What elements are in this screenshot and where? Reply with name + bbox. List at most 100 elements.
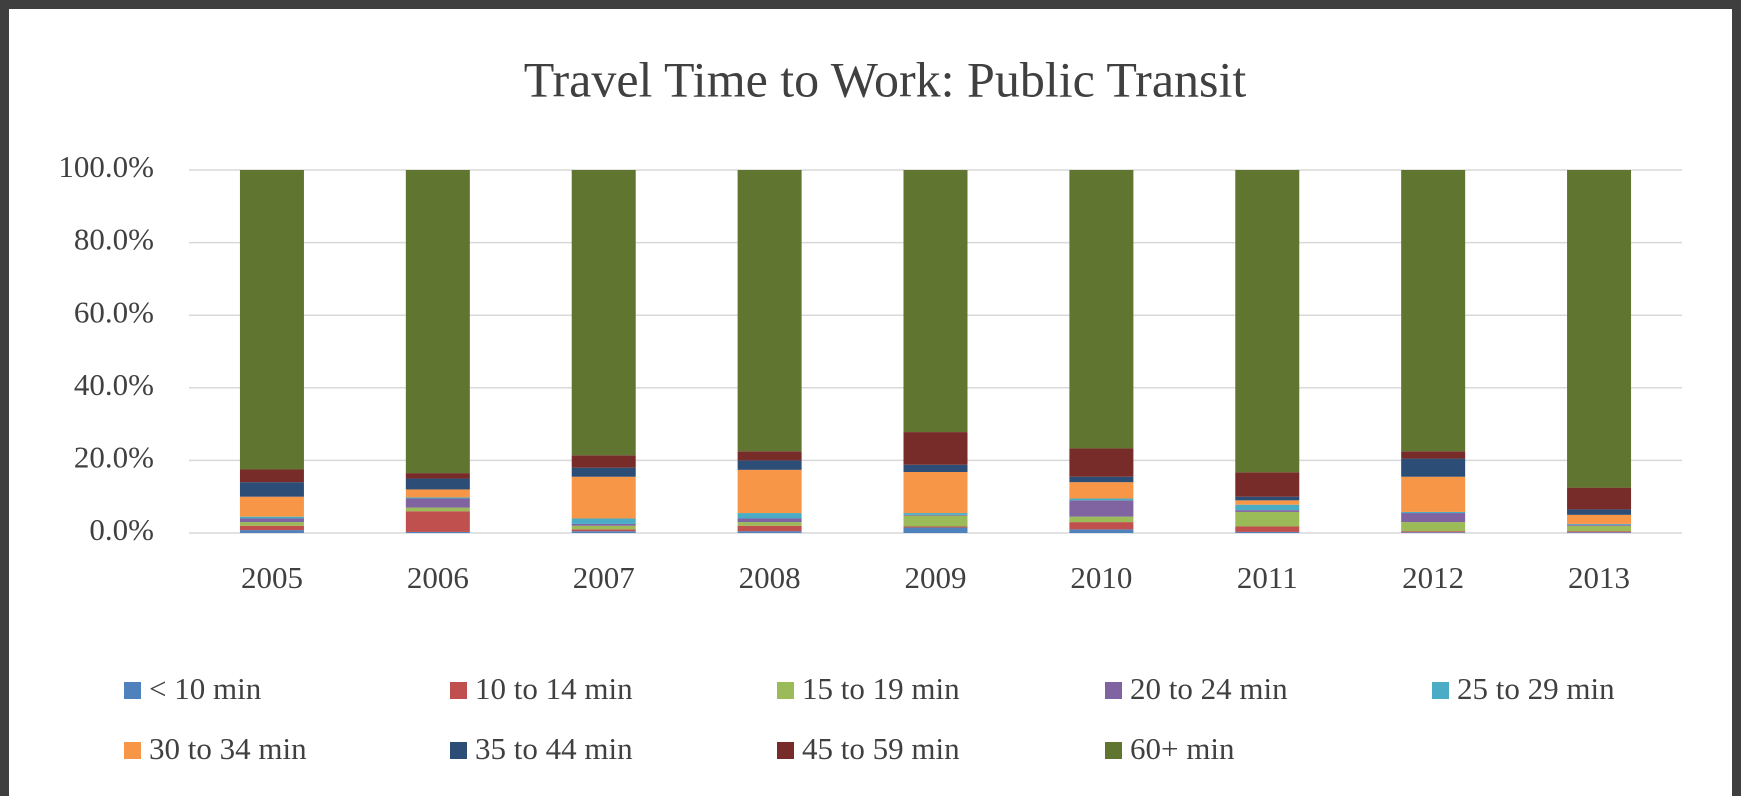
bar-segment <box>1235 531 1300 533</box>
bar-segment <box>737 451 802 461</box>
x-tick-label: 2009 <box>905 560 967 595</box>
bar-segment <box>1069 500 1134 517</box>
bar-segment <box>903 526 968 528</box>
bar-segment <box>737 522 802 526</box>
bar-segment <box>737 518 802 523</box>
bar-segment <box>903 515 968 527</box>
bar-segment <box>1235 472 1300 497</box>
y-tick-label: 0.0% <box>89 512 154 547</box>
bar-segment <box>1069 482 1134 499</box>
bar-segment <box>239 469 304 483</box>
y-tick-label: 60.0% <box>74 294 154 329</box>
bar-segment <box>1567 524 1632 526</box>
legend-label: 20 to 24 min <box>1130 671 1288 706</box>
bar-segment <box>737 513 802 519</box>
bar-segment <box>1069 448 1134 477</box>
bar-segment <box>1069 516 1134 523</box>
bar-segment <box>571 529 636 532</box>
bar-segment <box>405 497 470 499</box>
bar-segment <box>903 432 968 465</box>
x-tick-label: 2013 <box>1568 560 1630 595</box>
y-tick-label: 80.0% <box>74 222 154 257</box>
legend-label: 30 to 34 min <box>149 731 307 766</box>
bar-segment <box>1401 170 1466 452</box>
legend-label: < 10 min <box>149 671 262 706</box>
bar-segment <box>571 455 636 468</box>
bar-segment <box>571 467 636 477</box>
bar-segment <box>737 460 802 470</box>
bar-segment <box>1069 476 1134 483</box>
bar-segment <box>1401 532 1466 533</box>
bar-segment <box>1567 531 1632 533</box>
bar-segment <box>1401 476 1466 512</box>
chart-title: Travel Time to Work: Public Transit <box>524 51 1247 107</box>
bar-segment <box>239 496 304 517</box>
bar-segment <box>737 531 802 533</box>
bar-segment <box>1567 525 1632 532</box>
bar-segment <box>903 527 968 533</box>
bar-segment <box>405 511 470 532</box>
x-tick-label: 2006 <box>407 560 469 595</box>
bar-segment <box>1567 509 1632 515</box>
legend-label: 60+ min <box>1130 731 1235 766</box>
bar-segment <box>571 525 636 530</box>
bar-segment <box>405 170 470 474</box>
legend-swatch <box>1105 742 1122 759</box>
x-tick-label: 2011 <box>1237 560 1298 595</box>
bar-segment <box>903 514 968 516</box>
legend-swatch <box>124 742 141 759</box>
bar-segment <box>1401 531 1466 533</box>
bar-segment <box>405 498 470 508</box>
legend-swatch <box>124 682 141 699</box>
legend-swatch <box>450 742 467 759</box>
bar-segment <box>1069 498 1134 501</box>
y-tick-label: 20.0% <box>74 440 154 475</box>
bar-segment <box>571 523 636 526</box>
bar-segment <box>903 464 968 473</box>
bar-segment <box>1235 496 1300 501</box>
bar-segment <box>405 489 470 498</box>
legend-label: 45 to 59 min <box>802 731 960 766</box>
bar-segment <box>1567 532 1632 533</box>
bar-segment <box>1567 514 1632 524</box>
bar-segment <box>1401 522 1466 532</box>
bar-segment <box>239 170 304 470</box>
bar-segment <box>405 531 470 533</box>
bar-segment <box>903 170 968 433</box>
y-tick-label: 100.0% <box>58 149 154 184</box>
bar-segment <box>239 525 304 531</box>
bar-segment <box>1235 511 1300 527</box>
bar-segment <box>1069 170 1134 449</box>
bar-segment <box>239 482 304 497</box>
legend-swatch <box>777 682 794 699</box>
bar-segment <box>239 518 304 523</box>
legend-swatch <box>450 682 467 699</box>
bar-segment <box>1235 170 1300 473</box>
x-tick-label: 2007 <box>573 560 635 595</box>
x-tick-label: 2010 <box>1070 560 1132 595</box>
bar-segment <box>405 507 470 512</box>
x-tick-label: 2005 <box>241 560 303 595</box>
bar-segment <box>1567 487 1632 510</box>
bar-segment <box>571 170 636 456</box>
bar-segment <box>571 531 636 533</box>
bar-segment <box>1401 451 1466 459</box>
y-tick-label: 40.0% <box>74 367 154 402</box>
bar-segment <box>1235 504 1300 511</box>
legend-label: 25 to 29 min <box>1457 671 1615 706</box>
legend-swatch <box>1432 682 1449 699</box>
legend-swatch <box>1105 682 1122 699</box>
bar-segment <box>737 170 802 452</box>
bar-segment <box>1069 522 1134 530</box>
legend-label: 15 to 19 min <box>802 671 960 706</box>
bar-segment <box>1235 526 1300 532</box>
bar-segment <box>405 473 470 479</box>
bar-segment <box>239 530 304 533</box>
legend-swatch <box>777 742 794 759</box>
bar-segment <box>239 522 304 526</box>
bar-segment <box>737 469 802 514</box>
bar-segment <box>1401 513 1466 523</box>
bar-segment <box>1235 510 1300 512</box>
